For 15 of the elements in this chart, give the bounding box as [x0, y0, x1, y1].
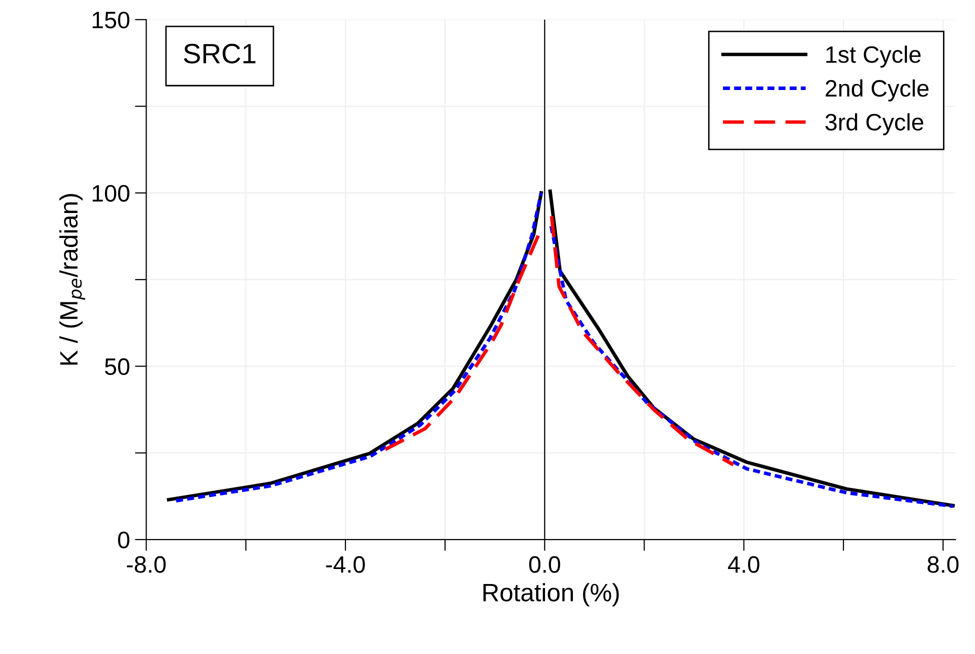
legend-label: 3rd Cycle: [825, 113, 924, 136]
y-tick-label: 50: [104, 358, 130, 376]
x-tick-label: 8.0: [928, 556, 959, 573]
x-tick-label: -4.0: [326, 556, 365, 573]
y-tick-label: 0: [118, 532, 130, 548]
x-tick-label: -8.0: [126, 556, 166, 573]
x-tick-label: 0.0: [529, 556, 560, 573]
legend-label: 1st Cycle: [826, 46, 921, 68]
x-tick-label: 4.0: [728, 556, 760, 573]
x-axis-title: Rotation (%): [483, 583, 619, 606]
y-axis-title: K / (M$_{pe}$/radian): [59, 194, 86, 365]
legend-label: 2nd Cycle: [826, 79, 928, 102]
y-tick-label: 100: [92, 185, 130, 202]
y-tick-label: 150: [92, 12, 130, 28]
annotation: SRC1: [184, 44, 256, 64]
